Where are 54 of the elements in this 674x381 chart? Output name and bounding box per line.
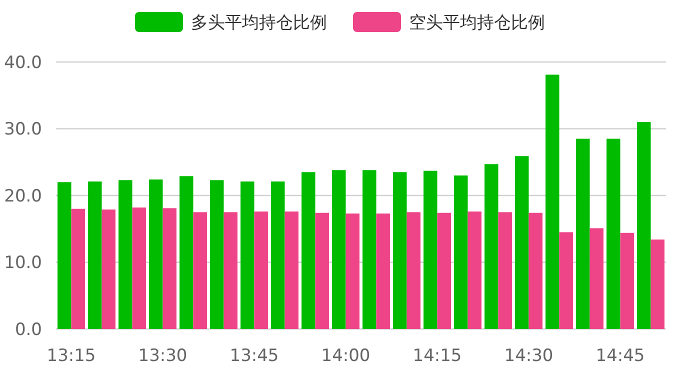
bar	[88, 181, 102, 329]
bar	[332, 170, 346, 329]
bar	[102, 210, 116, 329]
bar	[58, 182, 72, 329]
bar	[590, 228, 604, 329]
bar	[149, 179, 163, 329]
bar	[468, 212, 482, 329]
bar	[346, 214, 360, 329]
bar	[559, 232, 573, 329]
bar	[180, 176, 194, 329]
bar	[254, 212, 268, 329]
legend-label: 多头平均持仓比例	[191, 12, 327, 33]
bar	[498, 212, 512, 329]
bar	[515, 156, 529, 329]
bar	[162, 208, 176, 329]
x-tick-label: 14:00	[321, 346, 370, 366]
x-tick-label: 14:45	[596, 346, 645, 366]
y-tick-label: 30.0	[4, 120, 42, 140]
bar	[454, 175, 468, 329]
x-tick-label: 13:15	[46, 346, 96, 366]
y-tick-label: 40.0	[4, 52, 42, 73]
bar	[118, 180, 132, 329]
bar	[132, 208, 146, 329]
bar	[393, 172, 407, 329]
bar	[302, 172, 316, 329]
bar	[650, 240, 664, 329]
bar	[271, 181, 285, 329]
bar	[210, 180, 224, 329]
x-tick-label: 13:30	[138, 346, 188, 366]
bar	[528, 212, 542, 329]
bar	[576, 138, 590, 329]
bar	[484, 164, 498, 329]
y-tick-label: 10.0	[4, 253, 42, 274]
y-tick-label: 0.0	[14, 320, 42, 340]
bar	[376, 214, 390, 329]
bar	[224, 212, 238, 329]
y-tick-label: 20.0	[4, 186, 42, 206]
bar	[637, 122, 651, 329]
bar	[424, 170, 438, 329]
bar	[362, 170, 376, 329]
bar	[620, 232, 634, 329]
bar	[546, 74, 560, 329]
bar	[406, 212, 420, 329]
x-tick-label: 14:30	[504, 346, 554, 366]
bar	[606, 138, 620, 329]
x-tick-label: 13:45	[230, 346, 279, 366]
bar	[71, 208, 85, 329]
bar	[315, 212, 329, 329]
bar	[437, 212, 451, 329]
bar	[284, 212, 298, 329]
x-tick-label: 14:15	[412, 346, 462, 366]
bar	[193, 212, 207, 329]
bar	[240, 181, 254, 329]
legend-label: 空头平均持仓比例	[409, 12, 545, 33]
